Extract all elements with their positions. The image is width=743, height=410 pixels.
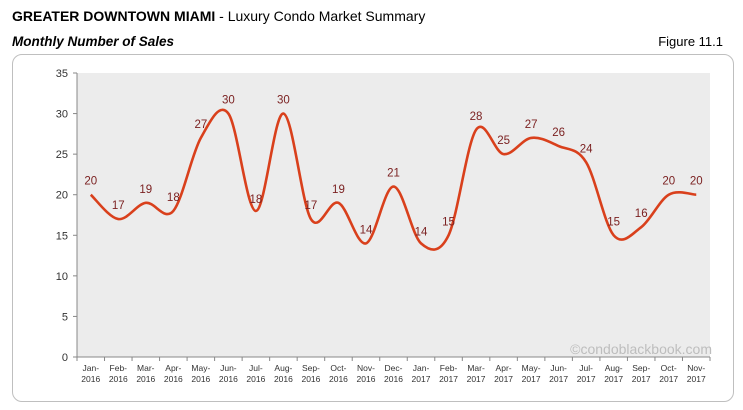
- x-tick-label-month: Dec-: [385, 363, 403, 373]
- data-label: 24: [580, 143, 593, 155]
- y-tick-label: 20: [56, 190, 68, 202]
- data-label: 14: [360, 224, 373, 236]
- data-label: 27: [525, 119, 538, 131]
- x-tick-label-year: 2016: [384, 374, 403, 384]
- figure-number: Figure 11.1: [658, 34, 723, 49]
- x-tick-label-month: Jan-: [82, 363, 99, 373]
- data-label: 21: [387, 168, 400, 180]
- chart-title: GREATER DOWNTOWN MIAMI - Luxury Condo Ma…: [12, 8, 425, 24]
- x-tick-label-year: 2017: [549, 374, 568, 384]
- y-tick-label: 5: [62, 311, 68, 323]
- series-line: [89, 108, 697, 251]
- y-tick-label: 25: [56, 149, 68, 161]
- data-label: 28: [470, 111, 483, 123]
- watermark-text: ©condoblackbook.com: [570, 341, 712, 357]
- chart-subtitle: Monthly Number of Sales: [12, 34, 175, 49]
- y-tick-label: 10: [56, 271, 68, 283]
- x-tick-label-month: May-: [522, 363, 541, 373]
- data-label: 20: [690, 176, 703, 188]
- x-tick-label-month: Jun-: [220, 363, 237, 373]
- x-tick-label-year: 2016: [164, 374, 183, 384]
- x-tick-label-month: Oct-: [661, 363, 677, 373]
- data-label: 14: [415, 226, 428, 238]
- y-tick-label: 30: [56, 109, 68, 121]
- data-label: 30: [222, 95, 235, 107]
- data-label: 15: [607, 216, 620, 228]
- x-tick-label-month: Apr-: [165, 363, 181, 373]
- x-tick-label-year: 2017: [412, 374, 431, 384]
- x-tick-label-year: 2017: [687, 374, 706, 384]
- x-tick-label-year: 2016: [246, 374, 265, 384]
- x-tick-label-year: 2016: [219, 374, 238, 384]
- x-tick-label-year: 2016: [301, 374, 320, 384]
- data-label: 18: [249, 194, 262, 206]
- x-tick-label-month: Feb-: [440, 363, 458, 373]
- x-tick-label-year: 2016: [357, 374, 376, 384]
- y-tick-label: 35: [56, 68, 68, 80]
- x-tick-label-year: 2016: [109, 374, 128, 384]
- x-tick-label-month: Mar-: [467, 363, 485, 373]
- x-tick-label-year: 2017: [632, 374, 651, 384]
- x-tick-label-year: 2016: [136, 374, 155, 384]
- data-label: 20: [84, 176, 97, 188]
- title-rest: - Luxury Condo Market Summary: [215, 8, 426, 24]
- data-label: 18: [167, 192, 180, 204]
- x-tick-label-year: 2017: [494, 374, 513, 384]
- x-tick-label-month: Aug-: [274, 363, 292, 373]
- x-tick-label-year: 2017: [659, 374, 678, 384]
- x-tick-label-month: Apr-: [496, 363, 512, 373]
- y-tick-label: 0: [62, 352, 68, 364]
- x-tick-label-month: Jan-: [413, 363, 430, 373]
- x-tick-label-month: May-: [191, 363, 210, 373]
- x-tick-label-year: 2017: [522, 374, 541, 384]
- x-tick-label-month: Nov-: [687, 363, 705, 373]
- x-tick-label-month: Mar-: [137, 363, 155, 373]
- x-tick-label-month: Jul-: [579, 363, 593, 373]
- data-label: 17: [112, 200, 125, 212]
- x-tick-label-year: 2016: [191, 374, 210, 384]
- x-tick-label-month: Jun-: [550, 363, 567, 373]
- data-label: 25: [497, 135, 510, 147]
- plot-area: [77, 73, 710, 357]
- data-label: 26: [552, 127, 565, 139]
- x-tick-label-year: 2016: [274, 374, 293, 384]
- x-tick-label-month: Sep-: [632, 363, 650, 373]
- data-label: 20: [662, 176, 675, 188]
- data-label: 16: [635, 208, 648, 220]
- x-tick-label-month: Sep-: [302, 363, 320, 373]
- x-tick-label-year: 2016: [81, 374, 100, 384]
- data-label: 27: [194, 119, 207, 131]
- title-bold: GREATER DOWNTOWN MIAMI: [12, 8, 216, 24]
- x-tick-label-year: 2016: [329, 374, 348, 384]
- data-label: 19: [332, 184, 345, 196]
- x-tick-label-year: 2017: [604, 374, 623, 384]
- data-label: 19: [139, 184, 152, 196]
- x-tick-label-year: 2017: [467, 374, 486, 384]
- y-tick-label: 15: [56, 230, 68, 242]
- x-tick-label-year: 2017: [439, 374, 458, 384]
- x-tick-label-month: Jul-: [249, 363, 263, 373]
- data-label: 17: [305, 200, 318, 212]
- x-tick-label-year: 2017: [577, 374, 596, 384]
- x-tick-label-month: Aug-: [605, 363, 623, 373]
- x-tick-label-month: Feb-: [110, 363, 128, 373]
- data-label: 15: [442, 216, 455, 228]
- x-tick-label-month: Nov-: [357, 363, 375, 373]
- x-tick-label-month: Oct-: [330, 363, 346, 373]
- data-label: 30: [277, 95, 290, 107]
